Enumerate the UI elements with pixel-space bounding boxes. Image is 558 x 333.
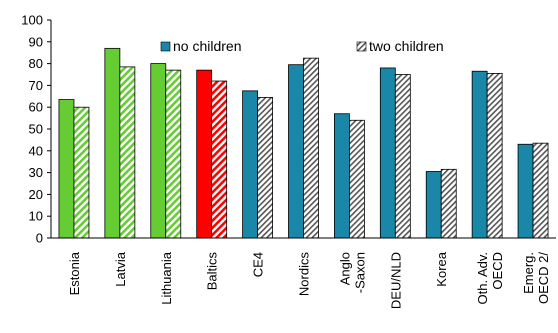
bar-no-children	[379, 67, 396, 239]
x-category-label-line: Estonia	[67, 251, 82, 295]
x-category-label-line: Baltics	[205, 252, 220, 291]
x-category-label: Lithuania	[159, 251, 174, 305]
x-category-label: Latvia	[113, 251, 128, 286]
bar-two-children	[119, 66, 136, 239]
bar-no-children	[58, 99, 75, 239]
x-category-label-line: Korea	[434, 251, 449, 286]
y-tick-label: 10	[29, 209, 43, 224]
bar-two-children	[303, 57, 319, 239]
bar-two-children	[486, 73, 503, 239]
x-category-label: DEU/NLD	[388, 252, 403, 309]
x-category-label: Emerg.OECD 2/	[521, 252, 551, 304]
bar-two-children	[394, 74, 411, 239]
bar-two-children	[349, 119, 365, 239]
bar-no-children	[334, 113, 350, 239]
bar-two-children	[73, 106, 90, 239]
x-category-label: Nordics	[297, 252, 312, 297]
x-category-label-line: Anglo	[337, 252, 352, 285]
bar-two-children	[440, 168, 457, 239]
bar-no-children	[471, 70, 488, 239]
x-category-label: Estonia	[67, 251, 82, 295]
bar-no-children	[242, 90, 258, 239]
x-category-label-line: OECD	[490, 252, 505, 290]
y-tick-label: 20	[29, 187, 43, 202]
bar-two-children	[532, 142, 549, 239]
x-category-label-line: -Saxon	[352, 252, 367, 293]
x-category-label-line: Emerg.	[521, 252, 536, 294]
bar-two-children	[211, 80, 228, 239]
legend-label-two-children: two children	[369, 38, 444, 54]
bar-two-children	[165, 69, 182, 239]
x-category-label-line: Latvia	[113, 251, 128, 286]
y-tick-label: 0	[36, 231, 43, 246]
bars	[58, 47, 549, 239]
x-category-label-line: Nordics	[297, 252, 312, 297]
x-category-label-line: OECD 2/	[536, 252, 551, 304]
y-tick-label: 90	[29, 34, 43, 49]
x-category-label: Korea	[434, 251, 449, 286]
bar-no-children	[288, 64, 304, 239]
bar-two-children	[257, 96, 273, 239]
x-category-label: Anglo-Saxon	[337, 252, 367, 293]
y-tick-label: 80	[29, 56, 43, 71]
x-category-label-line: Lithuania	[159, 251, 174, 305]
bar-no-children	[425, 171, 442, 239]
legend: no children two children	[160, 38, 444, 54]
bar-no-children	[150, 63, 167, 239]
x-category-label: CE4	[251, 252, 266, 277]
y-tick-label: 50	[29, 122, 43, 137]
legend-swatch-two-children	[356, 41, 367, 52]
bar-no-children	[196, 69, 213, 239]
bar-no-children	[104, 47, 121, 239]
x-category-label-line: DEU/NLD	[388, 252, 403, 309]
x-axis: Estonia Latvia Lithuania Baltics CE4 Nordics A…	[51, 237, 556, 309]
legend-label-no-children: no children	[173, 38, 242, 54]
y-tick-label: 30	[29, 165, 43, 180]
x-category-label: Baltics	[205, 252, 220, 291]
y-axis: 0 10 20 30 40 50 60 70 80 90 100	[21, 13, 52, 246]
x-category-label-line: CE4	[251, 252, 266, 277]
x-category-label-line: Oth. Adv.	[475, 252, 490, 305]
legend-swatch-no-children	[160, 41, 171, 52]
bar-no-children	[517, 143, 534, 239]
y-tick-label: 70	[29, 78, 43, 93]
x-category-label: Oth. Adv.OECD	[475, 252, 505, 305]
y-tick-label: 100	[21, 13, 43, 28]
y-tick-label: 60	[29, 100, 43, 115]
y-tick-label: 40	[29, 143, 43, 158]
